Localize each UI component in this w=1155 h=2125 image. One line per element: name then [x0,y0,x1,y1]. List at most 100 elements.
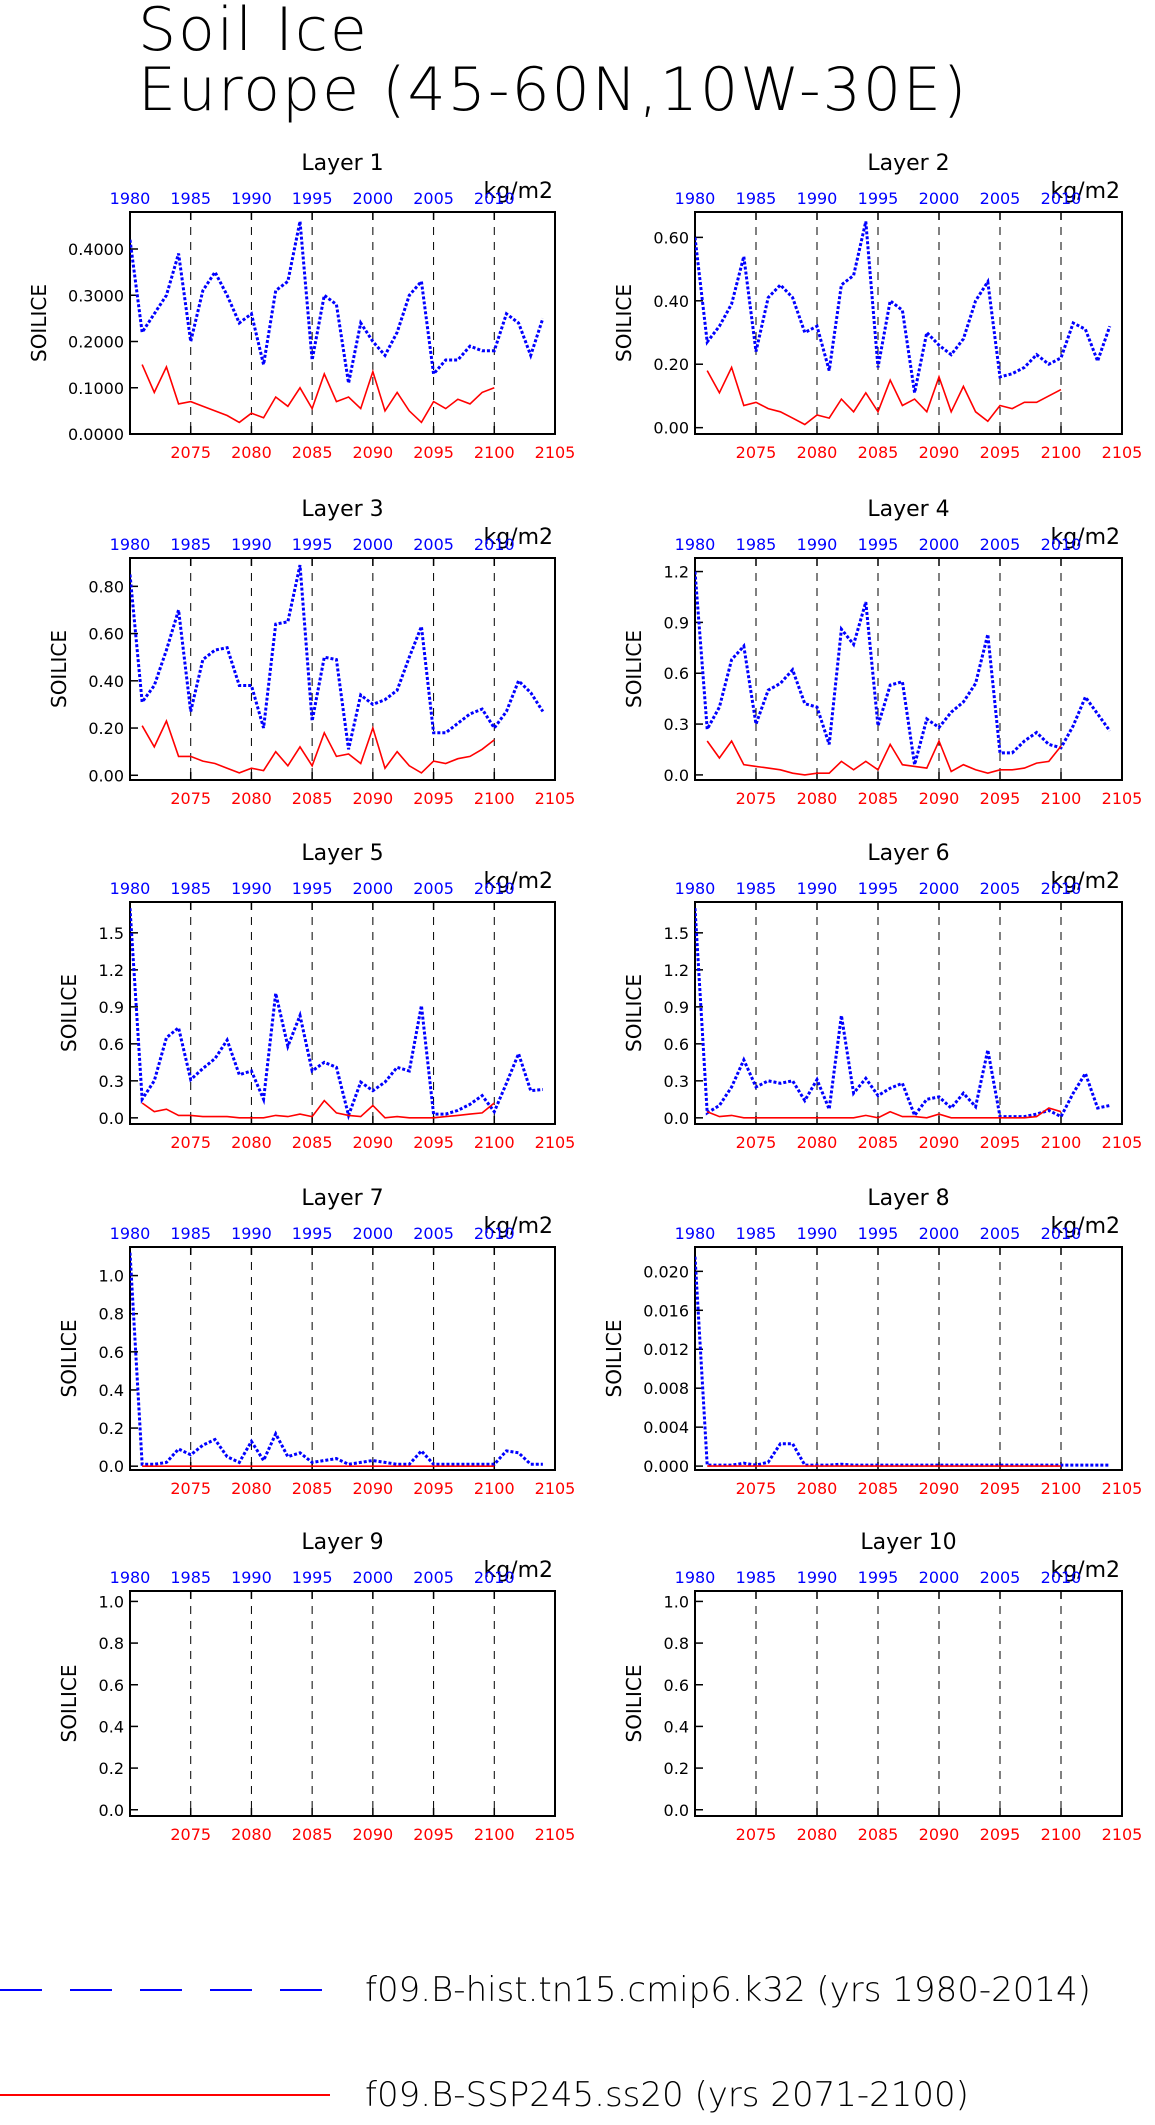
top-tick-label: 1985 [736,189,777,208]
top-tick-label: 2010 [1041,879,1082,898]
panel-title: Layer 4 [867,497,949,522]
top-tick-label: 1990 [797,189,838,208]
bottom-tick-label: 2080 [797,1825,838,1844]
panel-title: Layer 10 [860,1530,956,1555]
top-tick-label: 1995 [858,189,899,208]
bottom-tick-label: 2090 [352,443,393,462]
y-tick-label: 0.004 [643,1418,689,1437]
title-line-2: Europe (45-60N,10W-30E) [138,55,969,125]
top-tick-label: 2000 [352,1568,393,1587]
bottom-tick-label: 2100 [1041,1133,1082,1152]
y-tick-label: 0.80 [88,577,124,596]
y-tick-label: 0.0 [664,766,689,785]
y-tick-label: 0.20 [88,719,124,738]
title-line-1: Soil Ice [138,0,369,65]
bottom-tick-label: 2105 [535,1479,576,1498]
plot-frame [694,211,1123,435]
legend-ssp-label: f09.B-SSP245.ss20 (yrs 2071-2100) [365,2075,969,2115]
bottom-tick-label: 2075 [736,1825,777,1844]
y-tick-label: 1.2 [99,961,124,980]
bottom-tick-label: 2090 [919,1479,960,1498]
bottom-tick-label: 2090 [919,1825,960,1844]
top-tick-label: 2010 [474,535,515,554]
top-tick-label: 1985 [170,879,211,898]
units-label: kg/m2 [483,179,553,204]
top-tick-label: 2010 [474,1568,515,1587]
top-tick-label: 2005 [980,189,1021,208]
top-tick-label: 2000 [919,189,960,208]
bottom-tick-label: 2075 [736,1133,777,1152]
bottom-tick-label: 2095 [980,1825,1021,1844]
top-tick-label: 2005 [980,1224,1021,1243]
y-tick-label: 0.016 [643,1301,689,1320]
y-tick-label: 0.8 [99,1634,124,1653]
y-tick-label: 0.3 [664,715,689,734]
y-tick-label: 0.4 [99,1717,124,1736]
legend-hist-line [0,1989,330,1991]
bottom-tick-label: 2075 [170,1479,211,1498]
bottom-tick-label: 2100 [474,1479,515,1498]
top-tick-label: 2005 [413,1568,454,1587]
panel-title: Layer 6 [867,841,949,866]
top-tick-label: 1985 [170,189,211,208]
y-tick-label: 1.5 [664,924,689,943]
bottom-tick-label: 2080 [231,1479,272,1498]
series-hist-line [130,564,545,750]
y-tick-label: 0.2 [99,1759,124,1778]
top-tick-label: 1980 [110,535,151,554]
series-ssp-line [141,1099,495,1119]
y-tick-label: 1.0 [664,1592,689,1611]
bottom-tick-label: 2105 [535,789,576,808]
units-label: kg/m2 [1050,869,1120,894]
bottom-tick-label: 2100 [1041,789,1082,808]
y-tick-label: 0.2 [664,1759,689,1778]
series-hist-line [695,1256,1110,1467]
bottom-tick-label: 2080 [231,1825,272,1844]
panel-6: Layer 6 kg/m2 1980 1985 1990 1995 2000 2005 2010… [622,841,1142,1152]
top-tick-label: 2010 [474,879,515,898]
plot-frame [129,557,556,781]
panel-title: Layer 3 [301,497,383,522]
y-tick-label: 0.9 [664,998,689,1017]
bottom-tick-label: 2095 [980,443,1021,462]
y-tick-label: 0.008 [643,1379,689,1398]
top-tick-label: 2005 [413,879,454,898]
series-hist-line [695,908,1111,1119]
plot-frame [129,901,556,1125]
plot-frame [694,1246,1123,1471]
top-tick-label: 2010 [474,189,515,208]
chart-figure: Layer 1 kg/m2 1980 1985 1990 1995 2000 2005 2010… [27,151,1142,1844]
top-tick-label: 2000 [919,535,960,554]
bottom-tick-label: 2090 [919,443,960,462]
y-tick-label: 0.4 [99,1381,124,1400]
y-tick-label: 0.0 [99,1801,124,1820]
bottom-tick-label: 2085 [292,1479,333,1498]
top-tick-label: 2005 [413,535,454,554]
panel-title: Layer 9 [301,1530,383,1555]
bottom-tick-label: 2080 [231,443,272,462]
bottom-tick-label: 2095 [413,1825,454,1844]
top-tick-label: 2005 [413,1224,454,1243]
units-label: kg/m2 [483,1558,553,1583]
y-tick-label: 1.2 [664,563,689,582]
top-tick-label: 2010 [474,1224,515,1243]
top-tick-label: 2000 [352,1224,393,1243]
y-tick-label: 1.5 [99,924,124,943]
y-tick-label: 0.4 [664,1717,689,1736]
y-tick-label: 1.0 [99,1592,124,1611]
units-label: kg/m2 [1050,179,1120,204]
top-tick-label: 1985 [736,1224,777,1243]
bottom-tick-label: 2100 [1041,1825,1082,1844]
y-axis-label: SOILICE [27,284,51,362]
bottom-tick-label: 2080 [797,1479,838,1498]
top-tick-label: 1985 [736,879,777,898]
y-tick-label: 0.2 [99,1419,124,1438]
top-tick-label: 1990 [231,1224,272,1243]
legend-ssp-line [0,2094,330,2096]
bottom-tick-label: 2095 [413,1479,454,1498]
y-axis-label: SOILICE [57,1665,81,1743]
top-tick-label: 1985 [736,1568,777,1587]
y-axis-label: SOILICE [622,974,646,1052]
y-tick-label: 0.0 [99,1457,124,1476]
series-hist-line [130,1252,543,1466]
